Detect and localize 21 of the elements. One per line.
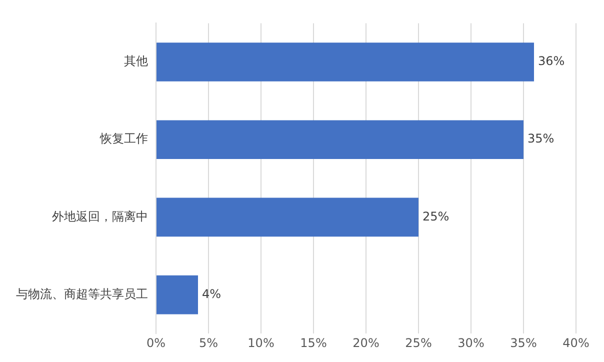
x-tick-label: 5% (198, 336, 218, 350)
y-tick-label: 与物流、商超等共享员工 (16, 286, 148, 301)
x-tick-label: 30% (458, 336, 484, 350)
data-label: 4% (202, 286, 222, 301)
y-tick-label: 外地返回，隔离中 (52, 209, 148, 224)
bar (156, 42, 534, 82)
bar (156, 198, 418, 237)
x-tick-label: 10% (248, 336, 274, 350)
y-tick-label: 恢复工作 (99, 132, 148, 146)
data-label: 35% (528, 132, 554, 146)
x-tick-label: 40% (562, 336, 590, 350)
x-tick-label: 15% (300, 336, 327, 350)
x-tick-label: 0% (146, 336, 166, 350)
bar (156, 275, 198, 314)
x-tick-label: 25% (405, 336, 432, 350)
x-tick-label: 35% (510, 336, 537, 350)
data-label: 36% (538, 54, 565, 68)
bar (156, 120, 524, 159)
data-label: 25% (422, 209, 450, 224)
y-tick-label: 其他 (124, 54, 148, 68)
x-tick-label: 20% (352, 336, 380, 350)
